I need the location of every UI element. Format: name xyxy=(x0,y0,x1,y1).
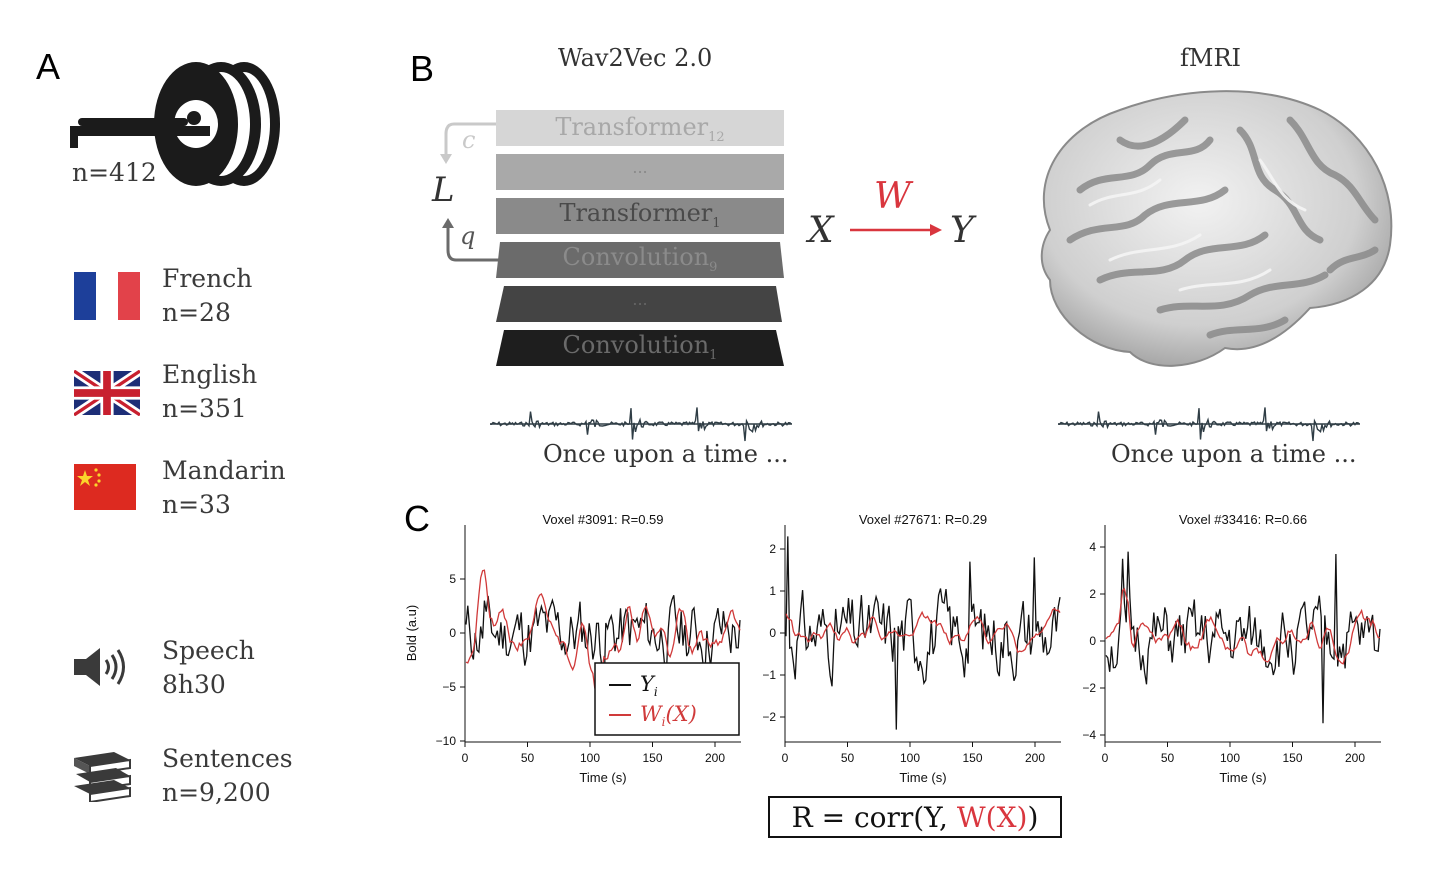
w-label: W xyxy=(874,176,912,217)
participants-count: n=412 xyxy=(72,158,157,187)
plot-3-xlabel: Time (s) xyxy=(1219,770,1266,785)
speech-label: Speech xyxy=(162,636,255,665)
language-label-english: English xyxy=(162,360,258,389)
layer-label-convolution-9: Convolution9 xyxy=(562,243,718,275)
plot-1-xtick: 200 xyxy=(705,751,725,765)
language-count-french: n=28 xyxy=(162,298,231,327)
model-title: Wav2Vec 2.0 xyxy=(558,44,713,72)
plot-3-xtick: 150 xyxy=(1282,751,1302,765)
layer-label-dots-2: ... xyxy=(632,290,648,309)
language-count-english: n=351 xyxy=(162,394,247,423)
plot-1-ytick: −10 xyxy=(436,734,457,748)
panel-a-letter: A xyxy=(36,46,61,87)
plot-1-xtick: 150 xyxy=(642,751,662,765)
plot-1-xtick: 50 xyxy=(521,751,535,765)
plot-1-xtick: 100 xyxy=(580,751,600,765)
plot-2-yticks: 2 1 0 −1 −2 xyxy=(762,542,785,724)
plot-1-xlabel: Time (s) xyxy=(579,770,626,785)
layer-transformer-1 xyxy=(496,198,784,234)
plot-3-title: Voxel #33416: R=0.66 xyxy=(1178,512,1308,527)
plot-1-ytick: 5 xyxy=(449,572,456,586)
stimulus-text-left: Once upon a time ... xyxy=(543,440,789,468)
language-label-french: French xyxy=(162,264,253,293)
formula-left: R = corr(Y, xyxy=(791,800,957,834)
sentences-label: Sentences xyxy=(162,744,293,773)
panel-b-letter: B xyxy=(410,48,435,89)
plot-1-ytick: −5 xyxy=(442,680,456,694)
plot-3-xtick: 200 xyxy=(1345,751,1365,765)
books-icon xyxy=(74,752,131,802)
fmri-title: fMRI xyxy=(1180,44,1242,72)
plot-2-xtick: 50 xyxy=(841,751,855,765)
plot-2-xtick: 200 xyxy=(1025,751,1045,765)
plot-2-xtick: 0 xyxy=(782,751,789,765)
plot-3-xticks: 0 50 100 150 200 xyxy=(1102,742,1365,765)
plot-2-xticks: 0 50 100 150 200 xyxy=(782,742,1045,765)
plot-3: 4 2 0 −2 −4 0 50 100 150 200 Time (s) xyxy=(1082,525,1381,785)
plot-3-ytick: −4 xyxy=(1082,728,1096,742)
plot-3-ytick: −2 xyxy=(1082,681,1096,695)
france-flag-icon xyxy=(74,272,140,320)
layer-label-transformer-12: Transformer12 xyxy=(555,113,725,145)
legend-y-label: Yi xyxy=(640,672,658,700)
plot-2-ytick: 0 xyxy=(769,626,776,640)
layer-convolution-9 xyxy=(496,242,784,278)
plot-2-ytick: −2 xyxy=(762,710,776,724)
plot-2-xtick: 150 xyxy=(962,751,982,765)
plot-2-ytick: 1 xyxy=(769,584,776,598)
plot-3-xtick: 0 xyxy=(1102,751,1109,765)
plot-3-ytick: 2 xyxy=(1089,587,1096,601)
plot-1-title: Voxel #3091: R=0.59 xyxy=(542,512,664,527)
speaker-icon xyxy=(74,648,125,686)
mapping-arrow-icon xyxy=(850,224,942,236)
plot-2-ytick: 2 xyxy=(769,542,776,556)
plot-2: 2 1 0 −1 −2 0 50 100 150 200 Time (s) xyxy=(762,525,1061,785)
layer-label-transformer-1: Transformer1 xyxy=(559,199,721,231)
plot-2-xtick: 100 xyxy=(900,751,920,765)
formula-right: ) xyxy=(1027,800,1039,834)
layer-transformer-12 xyxy=(496,110,784,146)
plot-3-ytick: 4 xyxy=(1089,540,1096,554)
layer-convolution-dots xyxy=(496,286,782,322)
x-label: X xyxy=(808,210,834,251)
stimulus-text-right: Once upon a time ... xyxy=(1111,440,1357,468)
sentences-count: n=9,200 xyxy=(162,778,271,807)
layer-label-dots-1: ... xyxy=(632,158,648,177)
audio-waveform-right xyxy=(1058,407,1360,442)
layer-convolution-1 xyxy=(496,330,784,366)
plot-2-xlabel: Time (s) xyxy=(899,770,946,785)
plot-1-xticks: 0 50 100 150 200 xyxy=(462,742,725,765)
plot-3-yticks: 4 2 0 −2 −4 xyxy=(1082,540,1105,742)
legend-w-label: Wi(X) xyxy=(640,702,697,730)
quantized-label: q xyxy=(460,222,476,250)
uk-flag-icon xyxy=(74,370,140,416)
mri-scanner-icon xyxy=(70,62,280,186)
language-label-mandarin: Mandarin xyxy=(162,456,286,485)
y-label: Y xyxy=(950,210,974,251)
plot-3-ytick: 0 xyxy=(1089,634,1096,648)
plot-2-title: Voxel #27671: R=0.29 xyxy=(858,512,988,527)
plot-2-ytick: −1 xyxy=(762,668,776,682)
correlation-formula: R = corr(Y, W(X)) xyxy=(768,796,1062,838)
layer-label-convolution-1: Convolution1 xyxy=(562,331,718,363)
speech-duration: 8h30 xyxy=(162,670,226,699)
loss-label: L xyxy=(432,170,455,210)
panel-c-letter: C xyxy=(404,498,430,539)
wav2vec-layer-stack xyxy=(440,110,784,366)
plot-3-xtick: 50 xyxy=(1161,751,1175,765)
plot-3-xtick: 100 xyxy=(1220,751,1240,765)
plot-1: 5 0 −5 −10 0 50 100 150 200 Time (s) Bol… xyxy=(404,525,741,785)
china-flag-icon xyxy=(74,464,136,510)
plot-1-xtick: 0 xyxy=(462,751,469,765)
brain-illustration xyxy=(1040,90,1393,367)
context-label: c xyxy=(462,126,476,154)
plot-1-ylabel: Bold (a.u) xyxy=(404,605,419,661)
formula-red: W(X) xyxy=(956,800,1028,834)
audio-waveform-left xyxy=(490,407,792,442)
language-count-mandarin: n=33 xyxy=(162,490,231,519)
plot-1-yticks: 5 0 −5 −10 xyxy=(436,572,465,748)
layer-transformer-dots xyxy=(496,154,784,190)
plot-1-ytick: 0 xyxy=(449,626,456,640)
